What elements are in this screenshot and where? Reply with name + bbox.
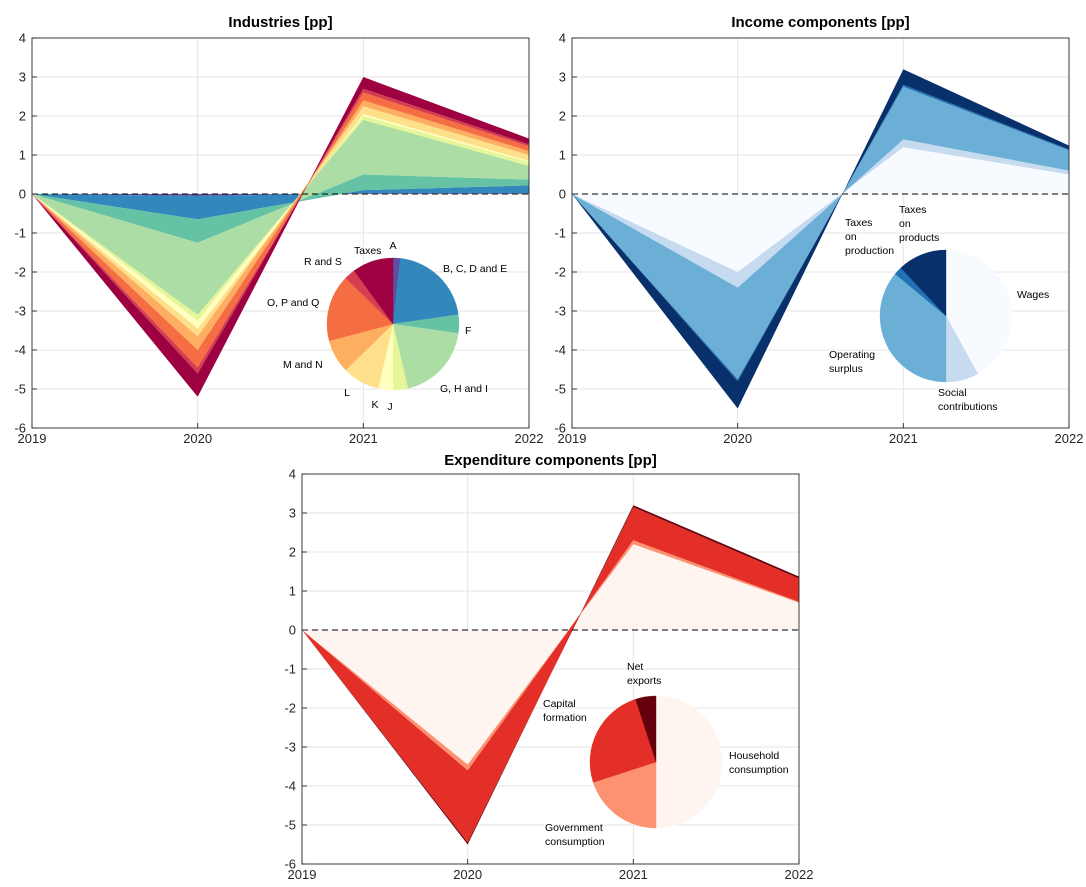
pie-label-k: K <box>371 399 378 411</box>
y-tick-label: 2 <box>289 545 296 560</box>
y-tick-label: -4 <box>554 343 566 358</box>
y-tick-label: 1 <box>289 584 296 599</box>
y-tick-label: 0 <box>289 623 296 638</box>
area-series-1 <box>572 147 1069 272</box>
y-tick-label: 0 <box>559 187 566 202</box>
x-tick-label: 2022 <box>785 867 814 882</box>
pie-label-net-exports: Net exports <box>627 661 661 687</box>
y-tick-label: -3 <box>554 304 566 319</box>
x-tick-label: 2020 <box>183 431 212 446</box>
y-tick-label: 2 <box>19 109 26 124</box>
x-tick-label: 2022 <box>515 431 544 446</box>
y-tick-label: -6 <box>284 857 296 872</box>
y-tick-label: 0 <box>19 187 26 202</box>
pie-slice-b-c-d-and-e <box>392 258 459 325</box>
pie-label-capital-formation: Capital formation <box>543 698 587 724</box>
pie-label-wages: Wages <box>1017 289 1049 301</box>
y-tick-label: 3 <box>289 506 296 521</box>
pie-label-taxes: Taxes <box>354 245 381 257</box>
y-tick-label: -4 <box>284 779 296 794</box>
area-series-3 <box>302 507 799 843</box>
pie-slice-household-consumption <box>655 695 723 829</box>
pie-label-g-h-and-i: G, H and I <box>440 383 488 395</box>
y-tick-label: 4 <box>289 467 296 482</box>
pie-slice-g-h-and-i <box>392 323 459 389</box>
pie-label-b-c-d-and-e: B, C, D and E <box>443 263 507 275</box>
pie-label-social-contributions: Social contributions <box>938 387 998 413</box>
y-tick-label: 3 <box>19 70 26 85</box>
y-tick-label: 1 <box>559 148 566 163</box>
y-tick-label: -1 <box>554 226 566 241</box>
x-tick-label: 2022 <box>1055 431 1084 446</box>
y-tick-label: -5 <box>284 818 296 833</box>
pie-label-o-p-and-q: O, P and Q <box>267 297 319 309</box>
chart-panel-2: Income components [pp]43210-1-2-3-4-5-62… <box>554 14 1083 446</box>
pie-slice-taxes-on-products <box>900 249 947 317</box>
pie-label-household-consumption: Household consumption <box>729 750 789 776</box>
y-tick-label: -5 <box>554 382 566 397</box>
y-tick-label: -1 <box>284 662 296 677</box>
y-tick-label: -6 <box>14 421 26 436</box>
area-series-3 <box>32 174 529 243</box>
y-tick-label: -4 <box>14 343 26 358</box>
chart-title: Income components [pp] <box>731 14 909 31</box>
pie-slice-operating-surplus <box>879 273 947 383</box>
chart-title: Expenditure components [pp] <box>444 452 657 469</box>
chart-panel-3: Expenditure components [pp] 4 3 2 1 0 -1 -2 -3 -4… <box>284 452 813 882</box>
pie-slice-government-consumption <box>592 761 657 829</box>
y-tick-label: -2 <box>554 265 566 280</box>
y-tick-label: -6 <box>554 421 566 436</box>
y-tick-label: 2 <box>559 109 566 124</box>
x-tick-label: 2021 <box>349 431 378 446</box>
y-tick-label: 4 <box>19 31 26 46</box>
y-tick-label: -2 <box>284 701 296 716</box>
pie-slice-wages <box>945 249 1013 375</box>
pie-label-government-consumption: Government consumption <box>545 822 605 848</box>
x-tick-label: 2019 <box>18 431 47 446</box>
x-tick-label: 2021 <box>619 867 648 882</box>
area-series-5 <box>572 69 1069 409</box>
y-tick-label: -5 <box>14 382 26 397</box>
y-tick-label: -1 <box>14 226 26 241</box>
pie-slice-o-p-and-q <box>326 277 394 342</box>
y-tick-label: -3 <box>284 740 296 755</box>
pie-label-taxes-on-products: Taxes on products <box>899 204 939 244</box>
pie-slice-capital-formation <box>589 698 657 783</box>
y-tick-label: -2 <box>14 265 26 280</box>
x-tick-label: 2021 <box>889 431 918 446</box>
x-tick-label: 2020 <box>453 867 482 882</box>
area-series-2 <box>302 540 799 771</box>
y-tick-label: 1 <box>19 148 26 163</box>
x-tick-label: 2019 <box>558 431 587 446</box>
pie-label-r-and-s: R and S <box>304 256 342 268</box>
y-tick-label: 4 <box>559 31 566 46</box>
pie-slice-net-exports <box>635 695 657 763</box>
pie-slice-taxes <box>353 257 394 325</box>
x-tick-label: 2019 <box>288 867 317 882</box>
pie-label-m-and-n: M and N <box>283 359 323 371</box>
pie-label-l: L <box>344 387 350 399</box>
x-tick-label: 2020 <box>723 431 752 446</box>
pie-label-operating-surplus: Operating surplus <box>829 349 875 375</box>
chart-title: Industries [pp] <box>228 14 332 31</box>
pie-label-taxes-on-production: Taxes on production <box>845 217 894 257</box>
area-series-4 <box>32 119 529 315</box>
pie-label-f: F <box>465 325 471 337</box>
area-series-1 <box>302 544 799 765</box>
y-tick-label: -3 <box>14 304 26 319</box>
area-series-2 <box>32 185 529 220</box>
pie-label-j: J <box>387 401 392 413</box>
y-tick-label: 3 <box>559 70 566 85</box>
pie-label-a: A <box>389 240 396 252</box>
